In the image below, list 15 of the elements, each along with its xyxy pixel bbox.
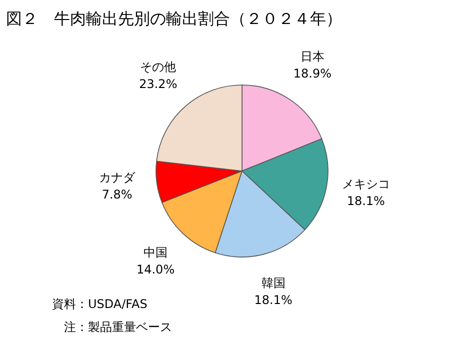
- text: 注：製品重量ベース: [64, 320, 172, 334]
- slice-label: 中国: [144, 246, 168, 260]
- data-label: 18.1%: [346, 194, 385, 208]
- slice-label: 韓国: [261, 276, 286, 290]
- slice-label: メキシコ: [342, 177, 390, 192]
- data-label: 14.0%: [136, 262, 175, 277]
- data-label: 18.1%: [254, 293, 292, 308]
- text: 資料：USDA/FAS: [52, 297, 148, 311]
- slice-label: 日本: [300, 50, 324, 64]
- slice-label: カナダ: [99, 170, 136, 184]
- slice-label: その他: [140, 60, 176, 74]
- data-label: 7.8%: [102, 187, 132, 202]
- chart-title: 図２ 牛肉輸出先別の輸出割合（２０２４年）: [6, 9, 342, 28]
- data-label: 18.9%: [293, 66, 332, 81]
- data-label: 23.2%: [139, 76, 178, 91]
